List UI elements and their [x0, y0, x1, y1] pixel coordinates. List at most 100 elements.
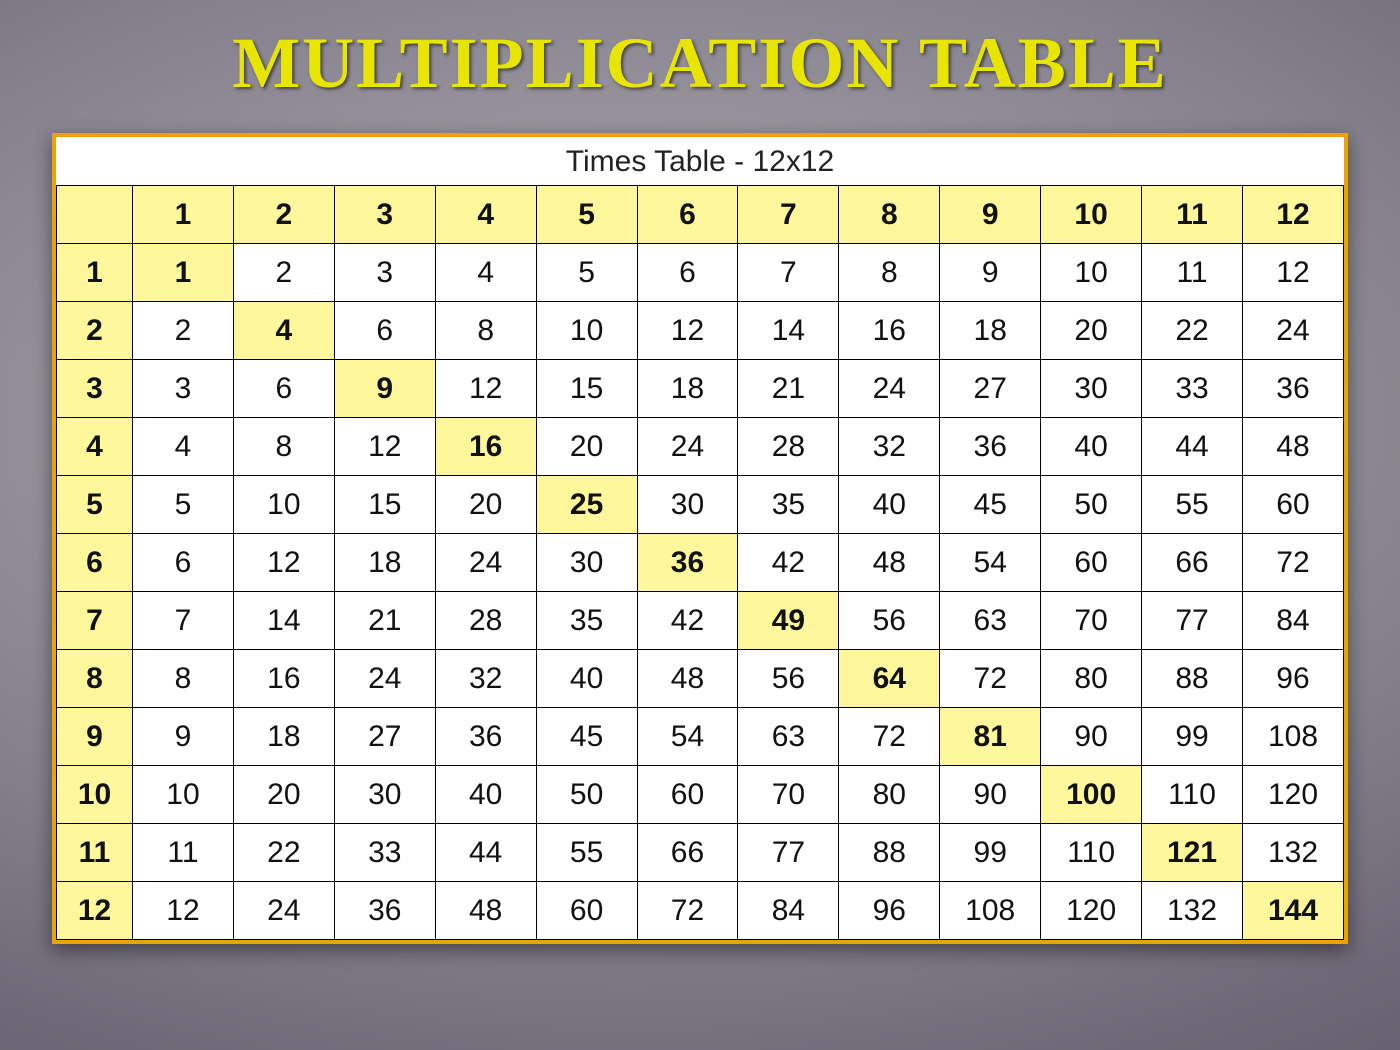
- table-cell: 24: [637, 418, 738, 476]
- table-cell: 14: [738, 302, 839, 360]
- table-cell: 54: [940, 534, 1041, 592]
- table-cell: 64: [839, 650, 940, 708]
- table-cell: 42: [637, 592, 738, 650]
- table-cell: 24: [1242, 302, 1343, 360]
- table-cell: 54: [637, 708, 738, 766]
- col-head: 4: [435, 186, 536, 244]
- table-cell: 99: [1142, 708, 1243, 766]
- table-cell: 8: [839, 244, 940, 302]
- table-cell: 4: [233, 302, 334, 360]
- table-row: 3369121518212427303336: [57, 360, 1344, 418]
- table-cell: 60: [1041, 534, 1142, 592]
- table-cell: 2: [133, 302, 234, 360]
- table-cell: 56: [738, 650, 839, 708]
- col-head: 3: [334, 186, 435, 244]
- table-row: 9918273645546372819099108: [57, 708, 1344, 766]
- table-cell: 28: [435, 592, 536, 650]
- table-cell: 21: [738, 360, 839, 418]
- table-cell: 20: [536, 418, 637, 476]
- table-row: 771421283542495663707784: [57, 592, 1344, 650]
- table-cell: 60: [637, 766, 738, 824]
- table-cell: 99: [940, 824, 1041, 882]
- table-cell: 88: [839, 824, 940, 882]
- table-cell: 15: [536, 360, 637, 418]
- table-cell: 56: [839, 592, 940, 650]
- table-cell: 40: [839, 476, 940, 534]
- table-cell: 11: [1142, 244, 1243, 302]
- col-head: 7: [738, 186, 839, 244]
- table-cell: 6: [233, 360, 334, 418]
- table-cell: 66: [1142, 534, 1243, 592]
- table-cell: 84: [1242, 592, 1343, 650]
- table-cell: 18: [637, 360, 738, 418]
- table-cell: 48: [1242, 418, 1343, 476]
- table-cell: 21: [334, 592, 435, 650]
- row-head: 12: [57, 882, 133, 940]
- table-cell: 24: [334, 650, 435, 708]
- table-cell: 77: [738, 824, 839, 882]
- table-cell: 18: [334, 534, 435, 592]
- table-cell: 48: [839, 534, 940, 592]
- col-head: 2: [233, 186, 334, 244]
- table-cell: 70: [1041, 592, 1142, 650]
- table-cell: 132: [1142, 882, 1243, 940]
- table-cell: 9: [133, 708, 234, 766]
- table-cell: 80: [839, 766, 940, 824]
- table-cell: 108: [940, 882, 1041, 940]
- table-cell: 45: [940, 476, 1041, 534]
- table-cell: 24: [435, 534, 536, 592]
- row-head: 7: [57, 592, 133, 650]
- col-head: 5: [536, 186, 637, 244]
- table-cell: 80: [1041, 650, 1142, 708]
- table-cell: 63: [738, 708, 839, 766]
- table-cell: 60: [1242, 476, 1343, 534]
- table-cell: 77: [1142, 592, 1243, 650]
- table-cell: 1: [133, 244, 234, 302]
- col-head: 1: [133, 186, 234, 244]
- table-cell: 12: [133, 882, 234, 940]
- table-cell: 44: [1142, 418, 1243, 476]
- page-title: MULTIPLICATION TABLE: [232, 22, 1168, 105]
- row-head: 8: [57, 650, 133, 708]
- table-cell: 144: [1242, 882, 1343, 940]
- table-subtitle: Times Table - 12x12: [56, 137, 1344, 185]
- table-cell: 28: [738, 418, 839, 476]
- table-cell: 33: [334, 824, 435, 882]
- col-head: 8: [839, 186, 940, 244]
- row-head: 5: [57, 476, 133, 534]
- table-cell: 4: [133, 418, 234, 476]
- table-cell: 70: [738, 766, 839, 824]
- table-cell: 24: [839, 360, 940, 418]
- table-cell: 40: [1041, 418, 1142, 476]
- table-cell: 24: [233, 882, 334, 940]
- table-cell: 3: [334, 244, 435, 302]
- table-cell: 55: [536, 824, 637, 882]
- row-head: 6: [57, 534, 133, 592]
- table-cell: 12: [637, 302, 738, 360]
- table-row: 121224364860728496108120132144: [57, 882, 1344, 940]
- table-cell: 72: [1242, 534, 1343, 592]
- table-row: 224681012141618202224: [57, 302, 1344, 360]
- table-cell: 30: [334, 766, 435, 824]
- table-cell: 120: [1041, 882, 1142, 940]
- table-cell: 55: [1142, 476, 1243, 534]
- table-cell: 121: [1142, 824, 1243, 882]
- table-cell: 2: [233, 244, 334, 302]
- table-cell: 90: [940, 766, 1041, 824]
- row-head: 2: [57, 302, 133, 360]
- table-cell: 32: [435, 650, 536, 708]
- table-cell: 20: [1041, 302, 1142, 360]
- table-cell: 27: [940, 360, 1041, 418]
- table-cell: 72: [637, 882, 738, 940]
- table-cell: 132: [1242, 824, 1343, 882]
- multiplication-table: 1 2 3 4 5 6 7 8 9 10 11 12 1123456789101…: [56, 185, 1344, 940]
- table-cell: 96: [1242, 650, 1343, 708]
- table-header-row: 1 2 3 4 5 6 7 8 9 10 11 12: [57, 186, 1344, 244]
- table-cell: 72: [839, 708, 940, 766]
- table-cell: 4: [435, 244, 536, 302]
- table-cell: 15: [334, 476, 435, 534]
- row-head: 3: [57, 360, 133, 418]
- row-head: 11: [57, 824, 133, 882]
- table-cell: 12: [435, 360, 536, 418]
- col-head: 11: [1142, 186, 1243, 244]
